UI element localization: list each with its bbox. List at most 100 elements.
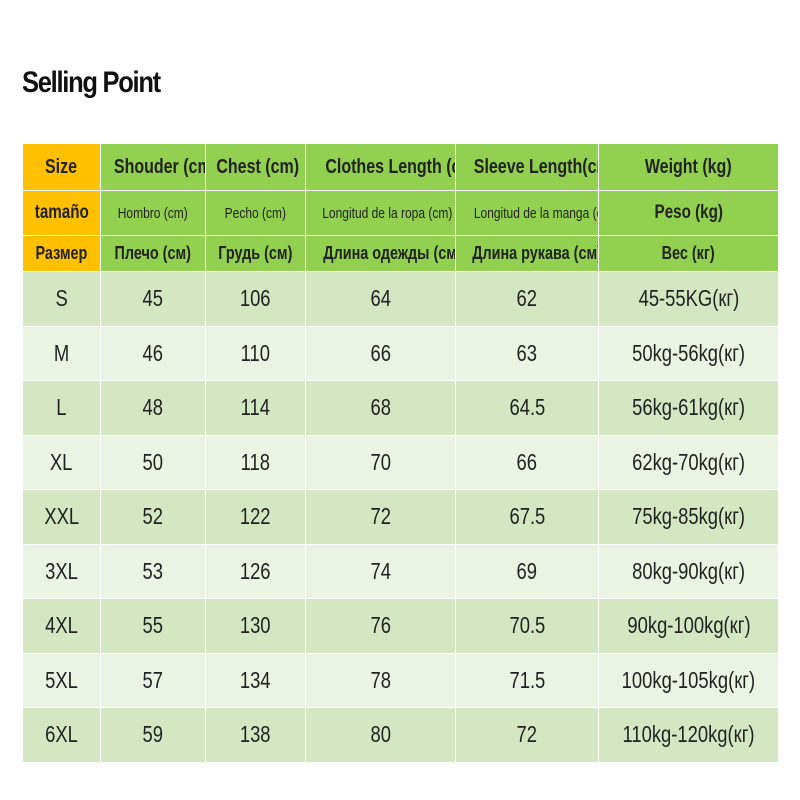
table-row: tamaño Hombro (cm) Pecho (cm) Longitud de l… (22, 190, 779, 236)
header-cell: Плечо (см) (100, 235, 206, 272)
cell-text: 68 (370, 394, 391, 421)
cell-text: 62 (516, 285, 538, 312)
cell-text: 78 (370, 666, 391, 693)
cell-text: 59 (142, 721, 164, 748)
data-cell: 71.5 (455, 652, 599, 708)
data-cell: 63 (455, 325, 599, 381)
data-cell: 46 (100, 325, 206, 381)
header-cell: Pecho (cm) (205, 190, 306, 236)
cell-text: M (53, 339, 70, 366)
cell-text: Sleeve Length(cm) (473, 155, 598, 178)
cell-text: XL (50, 448, 73, 475)
cell-text: 66 (516, 448, 538, 475)
cell-text: 5XL (45, 666, 78, 693)
data-cell: 52 (100, 489, 206, 545)
cell-text: 45 (142, 285, 164, 312)
header-cell: Hombro (cm) (100, 190, 206, 236)
cell-text: 53 (142, 557, 164, 584)
data-cell: 53 (100, 543, 206, 599)
cell-text: Длина одежды (см) (323, 243, 456, 263)
header-cell: Chest (cm) (205, 143, 306, 191)
cell-text: 74 (370, 557, 391, 584)
data-cell: 74 (305, 543, 456, 599)
cell-text: 50 (142, 448, 164, 475)
cell-text: 75kg-85kg(кг) (632, 503, 745, 530)
header-cell: Weight (kg) (598, 143, 779, 191)
cell-text: tamaño (34, 202, 89, 223)
header-cell: Sleeve Length(cm) (455, 143, 599, 191)
cell-text: 72 (370, 503, 391, 530)
data-cell: 138 (205, 707, 306, 763)
data-cell: 67.5 (455, 489, 599, 545)
header-cell: Вес (кг) (598, 235, 779, 272)
table-row: 5XL 57 134 78 71.5 100kg-105kg(кг) (22, 652, 779, 708)
cell-text: 45-55KG(кг) (638, 285, 739, 312)
cell-text: 71.5 (509, 666, 545, 693)
header-cell: Shouder (cm) (100, 143, 206, 191)
header-cell: Longitud de la ropa (cm) (305, 190, 456, 236)
cell-text: 114 (240, 394, 271, 421)
cell-text: 90kg-100kg(кг) (626, 612, 751, 639)
data-cell: 5XL (22, 652, 101, 708)
cell-text: 67.5 (509, 503, 545, 530)
page-title: Selling Point (22, 66, 161, 99)
cell-text: 76 (370, 612, 391, 639)
cell-text: Chest (cm) (216, 155, 300, 178)
data-cell: 90kg-100kg(кг) (598, 598, 779, 654)
cell-text: 80 (370, 721, 391, 748)
table-row: XL 50 118 70 66 62kg-70kg(кг) (22, 434, 779, 490)
data-cell: 48 (100, 380, 206, 436)
header-cell: Длина рукава (см) (455, 235, 599, 272)
header-cell: Грудь (см) (205, 235, 306, 272)
cell-text: 6XL (45, 721, 78, 748)
data-cell: 114 (205, 380, 306, 436)
data-cell: 50kg-56kg(кг) (598, 325, 779, 381)
data-cell: 118 (205, 434, 306, 490)
cell-text: Вес (кг) (661, 243, 716, 263)
cell-text: 70.5 (509, 612, 545, 639)
data-cell: 70 (305, 434, 456, 490)
data-cell: 69 (455, 543, 599, 599)
cell-text: 50kg-56kg(кг) (632, 339, 745, 366)
table-row: 4XL 55 130 76 70.5 90kg-100kg(кг) (22, 598, 779, 654)
cell-text: 64.5 (509, 394, 545, 421)
header-cell: Clothes Length (cm) (305, 143, 456, 191)
data-cell: 56kg-61kg(кг) (598, 380, 779, 436)
data-cell: 3XL (22, 543, 101, 599)
cell-text: 63 (516, 339, 538, 366)
data-cell: 62 (455, 271, 599, 327)
data-cell: 126 (205, 543, 306, 599)
cell-text: 56kg-61kg(кг) (632, 394, 745, 421)
cell-text: 126 (240, 557, 271, 584)
table-row: M 46 110 66 63 50kg-56kg(кг) (22, 325, 779, 381)
data-cell: 72 (305, 489, 456, 545)
size-table: Size Shouder (cm) Chest (cm) Clothes Length… (22, 143, 779, 763)
data-cell: 76 (305, 598, 456, 654)
cell-text: 70 (370, 448, 391, 475)
cell-text: 66 (370, 339, 391, 366)
cell-text: Shouder (cm) (113, 155, 205, 178)
cell-text: Грудь (см) (218, 243, 293, 263)
cell-text: Peso (kg) (654, 202, 723, 223)
cell-text: Длина рукава (см) (472, 243, 599, 263)
data-cell: 80kg-90kg(кг) (598, 543, 779, 599)
data-cell: 100kg-105kg(кг) (598, 652, 779, 708)
data-cell: 64 (305, 271, 456, 327)
table-row: 6XL 59 138 80 72 110kg-120kg(кг) (22, 707, 779, 763)
table-row: 3XL 53 126 74 69 80kg-90kg(кг) (22, 543, 779, 599)
cell-text: Size (45, 155, 78, 178)
data-cell: 45 (100, 271, 206, 327)
table-body: Size Shouder (cm) Chest (cm) Clothes Length… (22, 143, 779, 763)
data-cell: 72 (455, 707, 599, 763)
header-cell: Размер (22, 235, 101, 272)
data-cell: XXL (22, 489, 101, 545)
data-cell: 70.5 (455, 598, 599, 654)
data-cell: 4XL (22, 598, 101, 654)
data-cell: 50 (100, 434, 206, 490)
data-cell: 66 (305, 325, 456, 381)
cell-text: 55 (142, 612, 164, 639)
cell-text: 122 (240, 503, 271, 530)
data-cell: 57 (100, 652, 206, 708)
cell-text: 46 (142, 339, 164, 366)
